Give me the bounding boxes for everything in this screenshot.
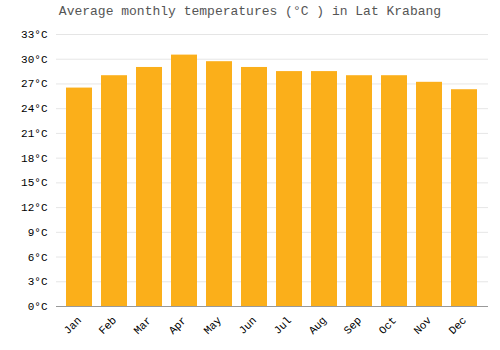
svg-text:0°C: 0°C <box>28 301 48 313</box>
svg-text:24°C: 24°C <box>21 103 48 115</box>
svg-text:Apr: Apr <box>167 314 189 336</box>
svg-text:Feb: Feb <box>97 314 119 336</box>
svg-text:Jul: Jul <box>272 314 294 336</box>
svg-text:33°C: 33°C <box>21 29 48 41</box>
svg-text:May: May <box>202 314 225 337</box>
svg-text:15°C: 15°C <box>21 177 48 189</box>
svg-text:27°C: 27°C <box>21 78 48 90</box>
svg-text:12°C: 12°C <box>21 202 48 214</box>
svg-text:18°C: 18°C <box>21 153 48 165</box>
svg-text:Dec: Dec <box>447 314 469 336</box>
svg-text:30°C: 30°C <box>21 54 48 66</box>
svg-text:Sep: Sep <box>342 314 364 336</box>
svg-text:Oct: Oct <box>377 314 399 336</box>
svg-text:Jun: Jun <box>237 314 259 336</box>
svg-text:Nov: Nov <box>412 314 435 337</box>
svg-text:9°C: 9°C <box>28 227 48 239</box>
svg-text:Mar: Mar <box>132 314 154 336</box>
svg-text:3°C: 3°C <box>28 276 48 288</box>
svg-text:21°C: 21°C <box>21 128 48 140</box>
svg-text:6°C: 6°C <box>28 252 48 264</box>
svg-text:Jan: Jan <box>62 314 84 336</box>
html-text:Average monthly temperatures (: Average monthly temperatures (°C ) in La… <box>58 4 442 19</box>
svg-text:Aug: Aug <box>307 314 329 336</box>
